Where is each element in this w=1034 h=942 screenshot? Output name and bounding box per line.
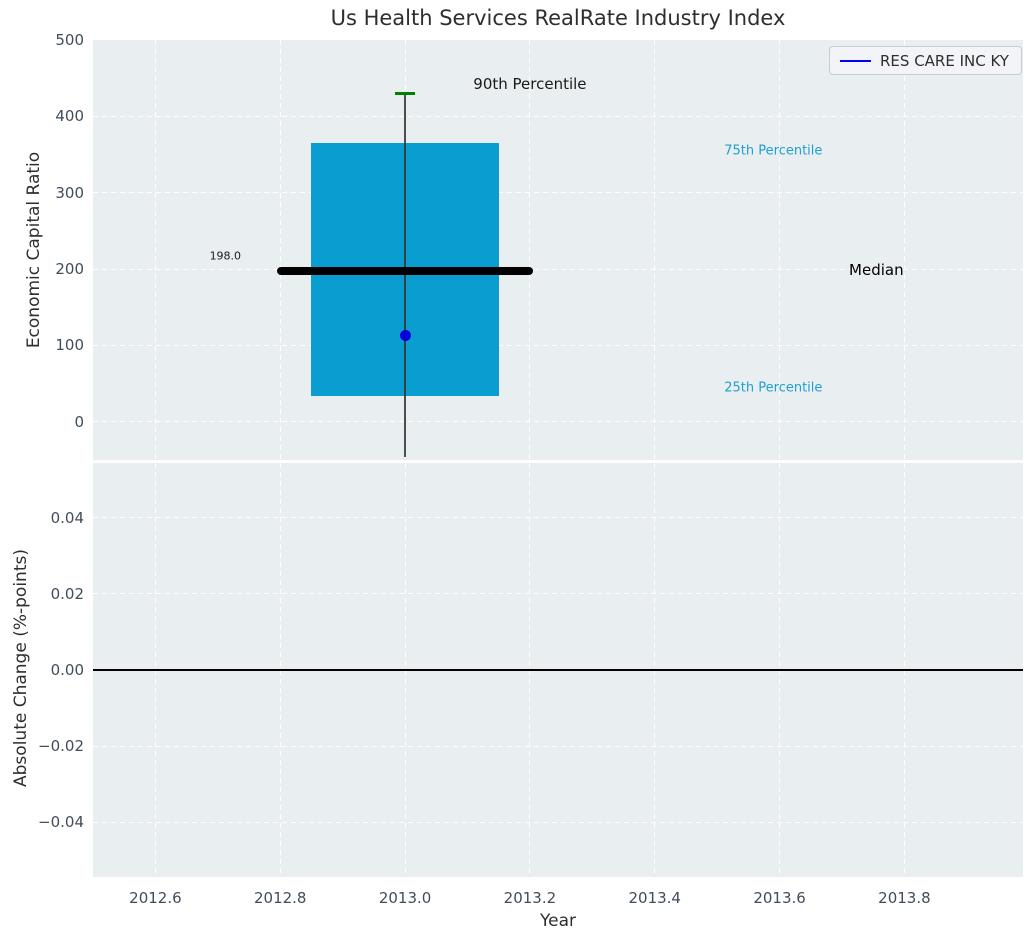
y-tick-label: 400 <box>55 107 84 126</box>
gridline-v <box>529 40 531 460</box>
y-tick-label: 0.02 <box>50 584 84 603</box>
gridline-h <box>93 593 1023 595</box>
annotation-25th-percentile: 25th Percentile <box>724 380 823 396</box>
y-tick-label: −0.02 <box>38 737 84 756</box>
x-axis-label: Year <box>540 911 576 931</box>
gridline-h <box>93 745 1023 747</box>
legend-line-sample <box>840 59 871 62</box>
x-tick-label: 2013.8 <box>878 889 931 907</box>
gridline-h <box>93 268 1023 270</box>
legend-label: RES CARE INC KY <box>880 51 1009 70</box>
x-tick-label: 2012.6 <box>129 889 182 907</box>
gridline-h <box>93 115 1023 117</box>
gridline-v <box>903 40 905 460</box>
y-tick-label: 0 <box>74 412 84 431</box>
zero-line <box>93 669 1023 671</box>
gridline-h <box>93 821 1023 823</box>
annotation-198-0: 198.0 <box>209 249 242 263</box>
gridline-h <box>93 192 1023 194</box>
gridline-v <box>154 40 156 460</box>
gridline-h <box>93 344 1023 346</box>
y-tick-label: 500 <box>55 31 84 49</box>
p90-cap <box>395 91 416 95</box>
y-tick-label: 300 <box>55 183 84 202</box>
x-tick-label: 2013.0 <box>378 889 432 907</box>
data-point <box>399 330 411 342</box>
top-plot-area <box>93 40 1023 460</box>
top-y-axis-label: Economic Capital Ratio <box>24 151 44 349</box>
y-tick-label: 100 <box>55 336 84 355</box>
annotation-75th-percentile: 75th Percentile <box>724 143 823 159</box>
legend: RES CARE INC KY <box>829 46 1022 75</box>
y-tick-label: 200 <box>55 260 84 279</box>
gridline-v <box>654 40 656 460</box>
y-tick-label: 0.04 <box>50 508 84 527</box>
median-line <box>277 266 534 275</box>
gridline-v <box>779 40 781 460</box>
x-tick-label: 2012.8 <box>253 889 307 907</box>
x-tick-label: 2013.2 <box>503 889 557 907</box>
gridline-h <box>93 421 1023 423</box>
x-tick-label: 2013.6 <box>753 889 806 907</box>
y-tick-label: −0.04 <box>38 813 84 832</box>
chart-title: Us Health Services RealRate Industry Ind… <box>330 6 786 30</box>
y-tick-label: 0.00 <box>50 661 84 679</box>
gridline-v <box>279 40 281 460</box>
annotation-90th-percentile: 90th Percentile <box>473 74 587 93</box>
x-tick-label: 2013.4 <box>628 889 681 907</box>
annotation-median: Median <box>849 260 904 279</box>
gridline-h <box>93 517 1023 518</box>
